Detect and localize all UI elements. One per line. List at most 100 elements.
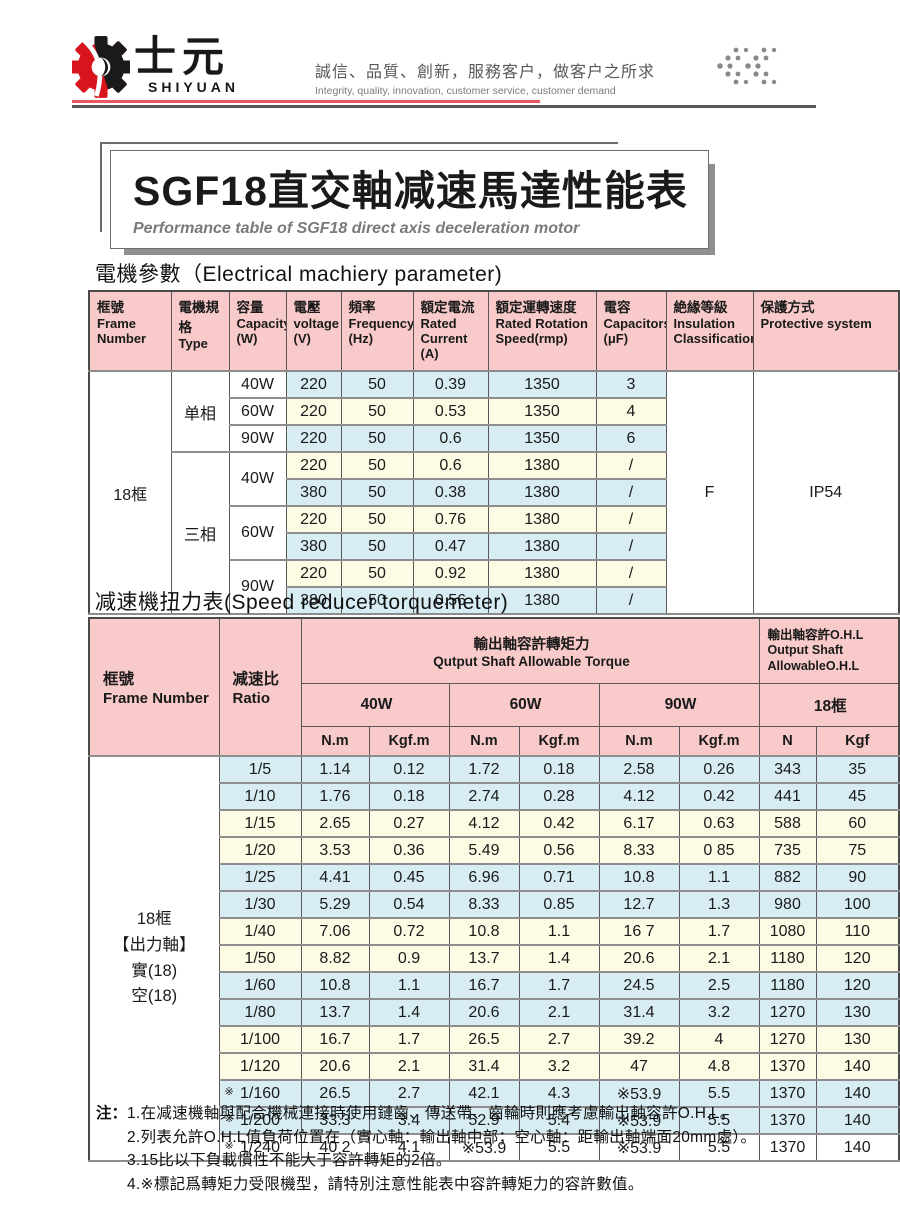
- unit-header: N.m: [300, 726, 370, 757]
- cell: 140: [815, 1106, 900, 1135]
- cell: 3.2: [678, 998, 760, 1027]
- ratio-cell: 1/5: [218, 755, 302, 784]
- cell: 4: [595, 397, 667, 426]
- table-row: 1/10 1.76 0.18 2.74 0.28 4.12 0.42 441 4…: [89, 782, 900, 811]
- cell: 0.42: [678, 782, 760, 811]
- col-header-rated-speed: 額定運轉速度 Rated Rotation Speed(rmp): [487, 290, 597, 372]
- cell: 0.26: [678, 755, 760, 784]
- cell: 60: [815, 809, 900, 838]
- table-row: 三相 40W 220 50 0.6 1380 /: [89, 451, 899, 615]
- tagline-en: Integrity, quality, innovation, customer…: [314, 85, 616, 97]
- cell: 2.65: [300, 809, 370, 838]
- unit-header: N.m: [598, 726, 680, 757]
- col-header-rated-current: 額定電流 Rated Current (A): [412, 290, 489, 372]
- brand-name-en: SHIYUAN: [148, 79, 240, 95]
- cell: 20.6: [300, 1052, 370, 1081]
- cell: 1.72: [448, 755, 520, 784]
- table-row: 1/30 5.29 0.54 8.33 0.85 12.7 1.3 980 10…: [89, 890, 900, 919]
- ratio-cell: 1/30: [218, 890, 302, 919]
- protection-cell: IP54: [752, 370, 900, 615]
- note-item: 4.※標記爲轉矩力受限機型，請特別注意性能表中容許轉矩力的容許數值。: [127, 1175, 644, 1193]
- title-box: SGF18直交軸减速馬達性能表 Performance table of SGF…: [110, 150, 709, 249]
- col-header-insulation: 絶緣等級 Insulation Classification: [665, 290, 754, 372]
- table-header-row: 框號 Frame Number 電機規格 Type 容量 Capacity (W) 電…: [88, 290, 900, 372]
- cell: 13.7: [300, 998, 370, 1027]
- table-row: 1/25 4.41 0.45 6.96 0.71 10.8 1.1 882 90: [89, 863, 900, 892]
- cell: /: [595, 505, 667, 534]
- cell: 0.92: [412, 559, 489, 588]
- capacity-cell: 90W: [228, 424, 287, 453]
- cell: 45: [815, 782, 900, 811]
- cell: 882: [758, 863, 817, 892]
- cell: ※53.9: [598, 1079, 680, 1108]
- col-header-frame: 框號 Frame Number: [88, 290, 172, 372]
- col-header-capacity: 容量 Capacity (W): [228, 290, 287, 372]
- cell: 6.17: [598, 809, 680, 838]
- cell: 5.5: [518, 1133, 600, 1162]
- tagline-cn: 誠信、品質、創新，服務客户，做客户之所求: [314, 64, 655, 81]
- unit-header: Kgf.m: [678, 726, 760, 757]
- cell: 90: [815, 863, 900, 892]
- table-row: 60W 220 50 0.76 1380 /: [89, 505, 899, 561]
- table-row: 1/60 10.8 1.1 16.7 1.7 24.5 2.5 1180 120: [89, 971, 900, 1000]
- cell: 31.4: [598, 998, 680, 1027]
- cell: 26.5: [300, 1079, 370, 1108]
- capacity-cell: 90W: [228, 559, 287, 615]
- cell: 1350: [487, 424, 597, 453]
- frame-label-cell: 18框 【出力軸】 實(18) 空(18): [88, 755, 220, 1162]
- table-header-row: 40W 60W 90W 18框: [89, 683, 900, 727]
- cell: 24.5: [598, 971, 680, 1000]
- cell: 1.4: [518, 944, 600, 973]
- table-row: 18框 【出力軸】 實(18) 空(18) 1/5 1.14 0.12 1.72…: [88, 755, 900, 1162]
- col-header-frame: 框號 Frame Number: [88, 617, 220, 757]
- ratio-cell: 1/10: [218, 782, 302, 811]
- capacity-cell: 40W: [228, 451, 287, 507]
- cell: 0.9: [368, 944, 450, 973]
- note-item: 2.列表允許O.H.L值負荷位置在（實心軸：輸出軸中部；空心軸：距輸出軸端面20…: [127, 1128, 757, 1146]
- torque-table: 框號 Frame Number 减速比 Ratio 輸出軸容許轉矩力 Qutput S…: [88, 617, 900, 1162]
- cell: 2.7: [518, 1025, 600, 1054]
- cell: 4.8: [678, 1052, 760, 1081]
- table-row: 1/120 20.6 2.1 31.4 3.2 47 4.8 1370 140: [89, 1052, 900, 1081]
- cell: 4.12: [598, 782, 680, 811]
- col-header-40w: 40W: [300, 683, 450, 727]
- cell: 0.42: [518, 809, 600, 838]
- cell: 16.7: [448, 971, 520, 1000]
- cell: 5.5: [678, 1133, 760, 1162]
- cell: 5.29: [300, 890, 370, 919]
- cell: 50: [340, 505, 414, 534]
- cell: 12.7: [598, 890, 680, 919]
- table-row: 1/40 7.06 0.72 10.8 1.1 16 7 1.7 1080 11…: [89, 917, 900, 946]
- cell: 130: [815, 998, 900, 1027]
- cell: 0.56: [518, 836, 600, 865]
- cell: 50: [340, 586, 414, 615]
- cell: /: [595, 586, 667, 615]
- cell: 16 7: [598, 917, 680, 946]
- unit-header: Kgf: [815, 726, 900, 757]
- cell: 50: [340, 451, 414, 480]
- ratio-cell: 1/50: [218, 944, 302, 973]
- page-header: 士元 SHIYUAN 誠信、品質、創新，服務客户，做客户之所求 Integrit…: [72, 36, 840, 102]
- cell: 10.8: [300, 971, 370, 1000]
- cell: 1380: [487, 505, 597, 534]
- cell: 0.27: [368, 809, 450, 838]
- footnotes: 注： 1.在减速機軸與配合機械連接時使用鏈齒、傳送帶、齒輪時則應考慮輸出軸容許O…: [96, 1102, 891, 1196]
- cell: 380: [285, 532, 342, 561]
- cell: 140: [815, 1052, 900, 1081]
- cell: 6.96: [448, 863, 520, 892]
- cell: 42.1: [448, 1079, 520, 1108]
- brand-text: 士元 SHIYUAN: [134, 36, 240, 96]
- electrical-parameters-table: 框號 Frame Number 電機規格 Type 容量 Capacity (W) 電…: [88, 290, 900, 615]
- ratio-cell: 1/20: [218, 836, 302, 865]
- cell: 980: [758, 890, 817, 919]
- table-row: 90W 220 50 0.6 1350 6: [89, 424, 899, 453]
- cell: 16.7: [300, 1025, 370, 1054]
- cell: 1380: [487, 532, 597, 561]
- cell: 8.33: [448, 890, 520, 919]
- unit-header: Kgf.m: [368, 726, 450, 757]
- table-row: 1/20 3.53 0.36 5.49 0.56 8.33 0 85 735 7…: [89, 836, 900, 865]
- cell: 120: [815, 971, 900, 1000]
- cell: 35: [815, 755, 900, 784]
- cell: 0.63: [678, 809, 760, 838]
- cell: 1180: [758, 971, 817, 1000]
